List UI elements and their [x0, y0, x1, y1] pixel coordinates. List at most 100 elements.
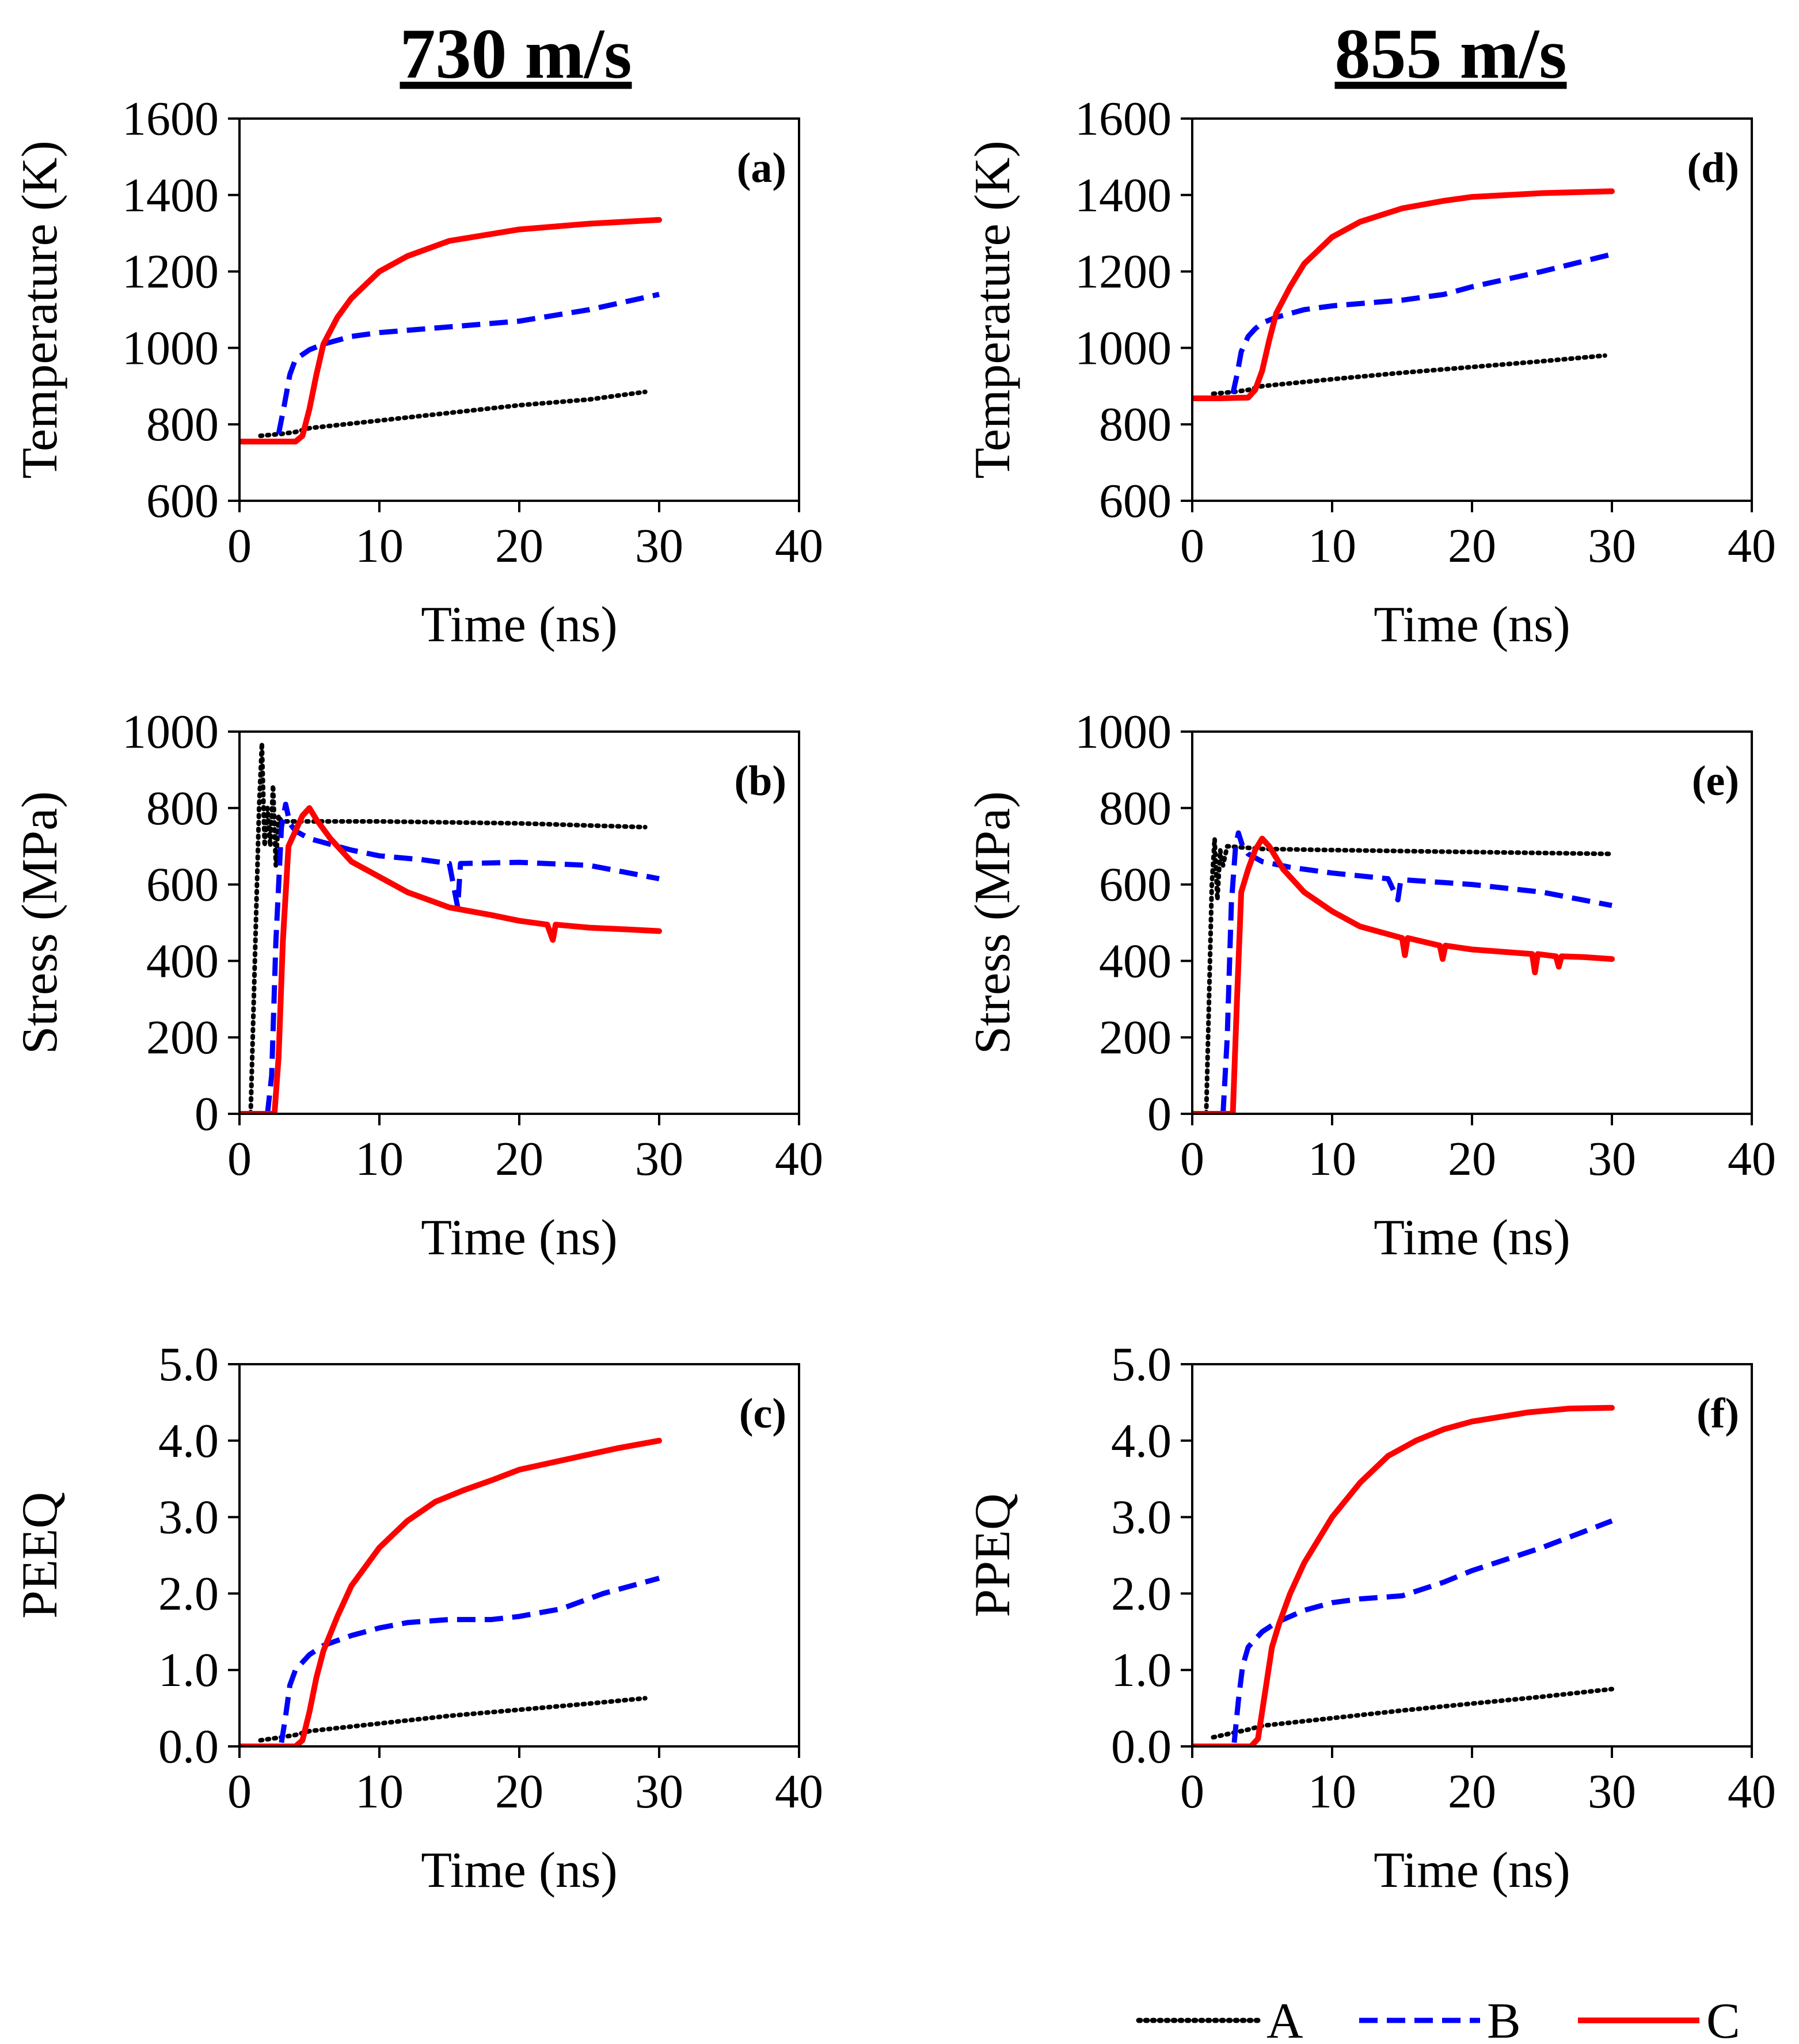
x-tick-label: 10: [355, 1765, 404, 1818]
y-tick-label: 800: [1099, 398, 1172, 451]
column-title-855: 855 m/s: [1335, 14, 1567, 93]
y-tick-label: 600: [146, 858, 219, 912]
x-tick-label: 10: [1308, 1765, 1356, 1818]
plot-frame: [238, 1363, 800, 1748]
x-tick-label: 10: [1308, 519, 1356, 573]
y-tick-label: 0: [1147, 1087, 1172, 1141]
plot-frame: [238, 117, 800, 502]
y-tick-label: 1400: [122, 169, 219, 222]
panel-label: (e): [1692, 758, 1739, 805]
y-tick-label: 4.0: [158, 1414, 219, 1468]
x-tick-label: 20: [1448, 1132, 1496, 1186]
legend: A B C: [1136, 1993, 1740, 2044]
y-tick-label: 800: [146, 782, 219, 835]
chart-e: 0 200 400 600 800 1000 0 10 20 30 40 Time (ns) Stres…: [965, 705, 1776, 1266]
panel-label: (a): [737, 144, 786, 192]
y-tick-label: 200: [146, 1011, 219, 1064]
y-tick-label: 1000: [122, 321, 219, 375]
y-tick-label: 1200: [122, 245, 219, 299]
series-line-a: [1211, 1687, 1614, 1740]
y-tick-label: 400: [146, 934, 219, 988]
chart-a: 600 800 1000 1200 1400 1600 0 10 20 30 40 Time (ns)…: [12, 92, 823, 653]
y-axis-label: Temperature (K): [12, 140, 68, 479]
chart-b: 0 200 400 600 800 1000 0 10 20 30 40 Time (ns) Stres…: [12, 705, 823, 1266]
x-tick-label: 30: [1588, 1765, 1636, 1818]
x-tick-label: 20: [495, 1132, 543, 1186]
y-axis-label: Stress (MPa): [965, 791, 1021, 1054]
legend-label-c: C: [1706, 1993, 1740, 2044]
x-tick-label: 0: [227, 1132, 252, 1186]
chart-d: 600 800 1000 1200 1400 1600 0 10 20 30 40 Time (ns)…: [965, 92, 1776, 653]
legend-label-b: B: [1487, 1993, 1521, 2044]
x-axis-label: Time (ns): [1374, 1843, 1570, 1898]
y-tick-label: 400: [1099, 934, 1172, 988]
x-tick-label: 40: [1728, 1132, 1776, 1186]
y-tick-label: 1.0: [158, 1643, 219, 1697]
x-axis-label: Time (ns): [421, 597, 617, 653]
x-tick-label: 30: [635, 1765, 683, 1818]
y-tick-label: 600: [1099, 474, 1172, 528]
x-axis-label: Time (ns): [421, 1843, 617, 1898]
x-tick-label: 10: [355, 1132, 404, 1186]
series-line-a: [248, 740, 648, 1115]
y-tick-label: 1200: [1075, 245, 1172, 299]
x-tick-label: 0: [1180, 519, 1204, 573]
series-line-b: [1231, 1518, 1613, 1743]
series-line-b: [279, 1575, 660, 1744]
series-line-c: [238, 805, 662, 1115]
x-tick-label: 40: [775, 1132, 823, 1186]
x-tick-label: 20: [495, 1765, 543, 1818]
y-tick-label: 1000: [122, 705, 219, 759]
series-line-b: [276, 292, 660, 435]
x-tick-label: 10: [355, 519, 404, 573]
series-line-c: [238, 217, 662, 445]
x-axis-label: Time (ns): [421, 1210, 617, 1266]
chart-c: 0.0 1.0 2.0 3.0 4.0 5.0 0 10 20 30 40 Time (ns) PEEQ…: [12, 1338, 823, 1898]
series-line-c: [1191, 1404, 1615, 1748]
y-tick-label: 3.0: [1111, 1491, 1172, 1544]
series-line-b: [1230, 252, 1613, 395]
series-line-b: [265, 801, 660, 1114]
x-tick-label: 0: [227, 1765, 252, 1818]
column-title-730: 730 m/s: [400, 14, 632, 93]
y-tick-label: 600: [146, 474, 219, 528]
y-tick-label: 800: [1099, 782, 1172, 835]
x-tick-label: 40: [1728, 1765, 1776, 1818]
y-axis-label: PPEQ: [965, 1493, 1021, 1617]
panel-label: (f): [1697, 1390, 1739, 1437]
y-tick-label: 2.0: [158, 1567, 219, 1620]
x-tick-label: 20: [1448, 519, 1496, 573]
x-tick-label: 30: [1588, 519, 1636, 573]
x-axis-label: Time (ns): [1374, 1210, 1570, 1266]
y-tick-label: 600: [1099, 858, 1172, 912]
plot-frame: [1191, 730, 1753, 1115]
y-tick-label: 2.0: [1111, 1567, 1172, 1620]
y-tick-label: 1600: [122, 92, 219, 146]
y-tick-label: 800: [146, 398, 219, 451]
y-axis-label: PEEQ: [12, 1492, 68, 1619]
x-tick-label: 20: [1448, 1765, 1496, 1818]
series-line-b: [1220, 830, 1612, 1114]
x-tick-label: 40: [1728, 519, 1776, 573]
chart-f: 0.0 1.0 2.0 3.0 4.0 5.0 0 10 20 30 40 Time (ns) PPEQ…: [965, 1338, 1776, 1898]
series-line-a: [1211, 353, 1607, 397]
y-axis-label: Stress (MPa): [12, 791, 68, 1054]
y-tick-label: 200: [1099, 1011, 1172, 1064]
series-line-a: [258, 1696, 648, 1743]
series-line-c: [1191, 835, 1615, 1115]
panel-label: (b): [735, 758, 786, 805]
x-tick-label: 0: [227, 519, 252, 573]
y-tick-label: 1400: [1075, 169, 1172, 222]
y-tick-label: 0.0: [1111, 1720, 1172, 1773]
x-axis-label: Time (ns): [1374, 597, 1570, 653]
series-line-c: [238, 1437, 662, 1748]
x-tick-label: 10: [1308, 1132, 1356, 1186]
series-line-a: [1204, 836, 1614, 1115]
y-tick-label: 1000: [1075, 705, 1172, 759]
panel-label: (d): [1687, 144, 1739, 192]
y-tick-label: 1600: [1075, 92, 1172, 146]
y-tick-label: 1.0: [1111, 1643, 1172, 1697]
x-tick-label: 30: [1588, 1132, 1636, 1186]
